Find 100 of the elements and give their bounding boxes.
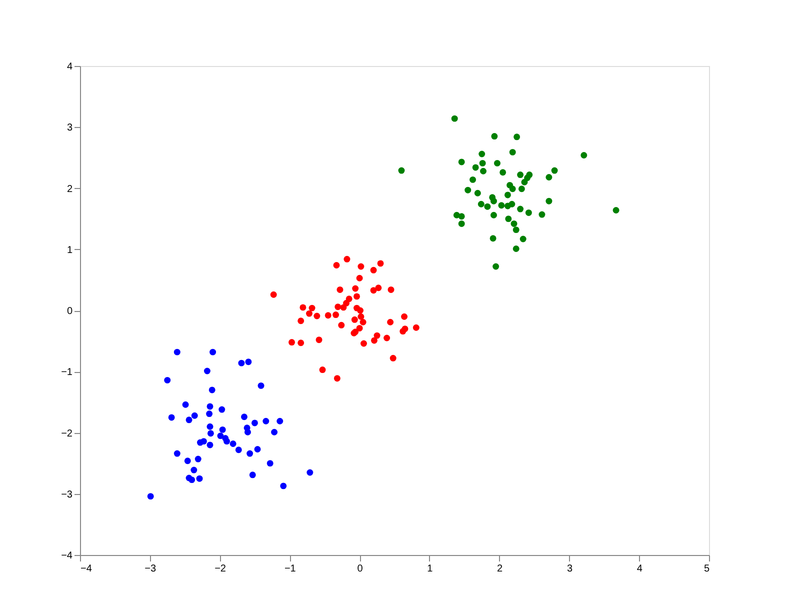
point: [517, 172, 524, 178]
point: [356, 324, 363, 332]
x-tick-label: 1: [427, 564, 434, 574]
point: [412, 324, 420, 331]
point: [370, 287, 377, 294]
point: [288, 339, 296, 346]
point: [224, 438, 230, 445]
point: [270, 291, 277, 298]
point: [360, 340, 367, 347]
point: [316, 336, 322, 344]
point: [271, 428, 278, 436]
point: [276, 418, 284, 424]
y-tick-label: −4: [61, 550, 73, 562]
point: [358, 313, 364, 320]
point: [546, 174, 552, 180]
point: [238, 360, 245, 366]
point: [333, 262, 340, 268]
point: [509, 148, 516, 156]
point: [458, 158, 465, 166]
x-tick-label: 0: [357, 564, 364, 574]
point: [300, 304, 306, 311]
point: [357, 307, 364, 314]
point: [580, 152, 588, 158]
point: [508, 200, 516, 208]
x-tick-label: −1: [284, 564, 296, 574]
x-tick-label: 3: [566, 564, 573, 574]
point: [521, 178, 528, 186]
point: [352, 285, 359, 292]
point: [204, 368, 210, 374]
x-tick-label: 2: [497, 564, 504, 574]
point: [206, 403, 214, 410]
point: [480, 168, 486, 174]
point: [338, 322, 345, 328]
y-tick-label: 2: [66, 184, 73, 195]
point: [472, 164, 479, 171]
point: [210, 348, 216, 356]
point: [500, 169, 506, 176]
point: [190, 466, 198, 474]
point: [517, 206, 524, 212]
point: [525, 209, 532, 216]
point: [235, 446, 242, 454]
point: [551, 167, 558, 174]
point: [351, 316, 358, 323]
point: [451, 115, 458, 122]
point: [354, 293, 360, 300]
point: [538, 211, 546, 218]
point: [174, 348, 180, 356]
point: [478, 150, 486, 158]
point: [332, 312, 340, 318]
point: [494, 160, 500, 166]
point: [218, 406, 226, 413]
point: [490, 235, 496, 242]
point: [340, 304, 347, 311]
y-tick-label: 3: [66, 122, 73, 134]
point: [498, 202, 505, 209]
point: [458, 220, 465, 227]
point: [206, 423, 214, 430]
point: [388, 286, 394, 293]
point: [147, 493, 154, 500]
point: [390, 354, 396, 362]
x-tick-label: 4: [636, 564, 643, 574]
point: [262, 418, 270, 424]
point: [230, 440, 236, 447]
point: [510, 220, 518, 227]
point: [182, 401, 189, 408]
point: [374, 332, 380, 339]
point: [360, 318, 366, 326]
point: [206, 442, 214, 448]
point: [512, 226, 520, 234]
point: [308, 304, 316, 312]
point: [319, 366, 326, 374]
point: [370, 337, 378, 344]
point: [258, 382, 264, 389]
y-tick-label: −2: [61, 428, 73, 440]
x-tick-label: −3: [144, 564, 157, 574]
point: [458, 213, 465, 220]
point: [174, 450, 180, 457]
point: [464, 186, 472, 194]
point: [336, 286, 344, 293]
point: [334, 304, 342, 310]
point: [168, 414, 175, 421]
point: [400, 328, 406, 335]
point: [219, 426, 226, 433]
point: [188, 476, 196, 484]
point: [306, 310, 312, 317]
point: [509, 186, 516, 192]
point: [217, 432, 224, 440]
point: [334, 375, 340, 382]
point: [194, 456, 202, 462]
y-tick-label: 0: [66, 306, 73, 317]
point: [384, 334, 390, 342]
point: [490, 198, 497, 204]
x-tick-label: −2: [214, 564, 226, 574]
point: [246, 450, 254, 457]
point: [184, 458, 191, 464]
point: [377, 260, 384, 267]
point: [280, 482, 287, 490]
point: [314, 312, 320, 320]
point: [324, 312, 332, 319]
point: [484, 203, 491, 210]
